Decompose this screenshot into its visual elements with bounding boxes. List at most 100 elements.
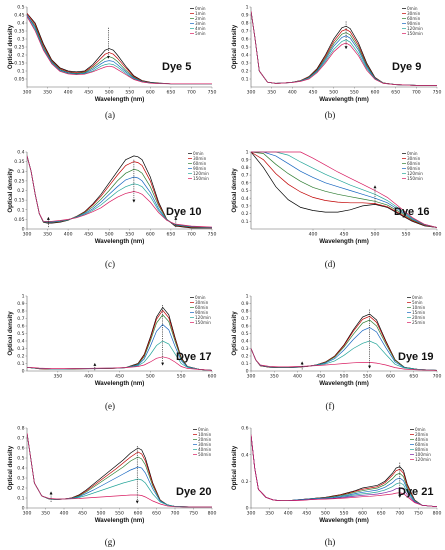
y-tick-label: 0.4 [241, 452, 248, 458]
y-tick-label: 0.6 [241, 180, 248, 186]
legend-entry: 90min [407, 21, 421, 26]
legend-entry: 30min [198, 442, 212, 447]
x-tick-label: 650 [377, 511, 386, 517]
x-axis-label: Wavelength (nm) [319, 517, 369, 524]
y-tick-label: 0.8 [241, 21, 248, 27]
y-tick-label: 1 [246, 294, 249, 300]
legend-entry: 90min [193, 166, 207, 171]
legend-entry: 5min [195, 31, 206, 36]
series-line-120min [251, 434, 437, 508]
y-tick-label: 0.3 [241, 61, 248, 67]
y-tick-label: 0.9 [241, 157, 248, 163]
x-tick-label: 500 [329, 90, 338, 96]
y-tick-label: 0.1 [17, 361, 24, 367]
y-tick-label: 0.7 [17, 316, 24, 322]
x-axis-label: Wavelength (nm) [319, 380, 369, 387]
y-tick-label: 0.2 [241, 479, 248, 485]
legend-entry: 100min [415, 452, 431, 457]
legend-entry: 60min [195, 305, 209, 310]
y-tick-label: 0.3 [241, 346, 248, 352]
y-tick-label: 0.6 [241, 426, 248, 432]
legend-entry: 20min [412, 315, 426, 320]
legend-entry: 120min [415, 457, 431, 462]
x-tick-label: 550 [340, 511, 349, 517]
dye-label: Dye 20 [176, 486, 211, 498]
legend-entry: 1min [195, 11, 206, 16]
y-tick-label: 0.4 [17, 21, 24, 27]
x-tick-label: 450 [84, 90, 93, 96]
legend-entry: 20min [198, 437, 212, 442]
y-tick-label: 0.1 [241, 219, 248, 225]
y-tick-label: 0.4 [17, 466, 24, 472]
y-tick-label: 0.2 [17, 486, 24, 492]
x-tick-label: 500 [105, 232, 114, 238]
x-tick-label: 400 [288, 90, 297, 96]
dye-label: Dye 19 [398, 351, 433, 363]
x-tick-label: 550 [125, 90, 134, 96]
legend-entry: 2min [195, 16, 206, 21]
y-tick-label: 0.5 [241, 45, 248, 51]
x-tick-label: 600 [134, 511, 143, 517]
legend-entry: 30min [195, 300, 209, 305]
x-tick-label: 300 [247, 511, 256, 517]
y-tick-label: 0.35 [14, 159, 24, 165]
legend-entry: 150min [407, 176, 423, 181]
x-axis-label: Wavelength (nm) [95, 96, 145, 103]
y-tick-label: 0.6 [17, 324, 24, 330]
x-tick-label: 750 [433, 90, 442, 96]
x-tick-label: 500 [105, 90, 114, 96]
y-tick-label: 0.4 [241, 339, 248, 345]
x-tick-label: 400 [84, 374, 93, 380]
series-line-150min [251, 151, 437, 228]
x-tick-label: 600 [371, 90, 380, 96]
series-line-1min [27, 13, 212, 85]
legend-entry: 120min [195, 315, 211, 320]
legend-entry: 0min [412, 295, 423, 300]
dye-label: Dye 17 [176, 351, 211, 363]
x-axis-label: Wavelength (nm) [319, 238, 369, 245]
series-line-15min [251, 327, 437, 371]
dye-label: Dye 9 [392, 61, 421, 73]
x-tick-label: 650 [391, 90, 400, 96]
y-tick-label: 0.2 [241, 211, 248, 217]
series-line-90min [251, 151, 437, 228]
legend-entry: 30min [193, 156, 207, 161]
dye-label: Dye 16 [394, 206, 429, 218]
x-tick-label: 300 [23, 511, 32, 517]
y-tick-label: 0.7 [241, 29, 248, 35]
x-tick-label: 450 [309, 90, 318, 96]
y-tick-label: 0.3 [17, 346, 24, 352]
y-axis-label: Optical density [7, 445, 14, 490]
series-line-0min [27, 13, 212, 85]
legend-entry: 3min [195, 21, 206, 26]
y-tick-label: 0.4 [17, 339, 24, 345]
legend-entry: 30min [407, 156, 421, 161]
legend-entry: 120min [407, 171, 423, 176]
panel-caption: (a) [105, 110, 115, 120]
x-axis-label: Wavelength (nm) [95, 238, 145, 245]
y-tick-label: 0.25 [14, 45, 24, 51]
x-tick-label: 550 [402, 232, 411, 238]
x-tick-label: 600 [386, 374, 395, 380]
x-tick-label: 750 [414, 511, 423, 517]
dye-label: Dye 10 [166, 206, 201, 218]
x-tick-label: 350 [267, 90, 276, 96]
panel-caption: (c) [105, 259, 115, 269]
series-line-150min [27, 155, 212, 228]
x-tick-label: 350 [265, 511, 274, 517]
x-tick-label: 350 [43, 232, 52, 238]
y-tick-label: 0.15 [14, 61, 24, 67]
legend-entry: 90min [407, 166, 421, 171]
y-tick-label: 0.35 [14, 29, 24, 35]
y-tick-label: 0.3 [241, 204, 248, 210]
legend-entry: 0min [415, 427, 426, 432]
series-line-150min [251, 10, 437, 86]
x-tick-label: 750 [208, 90, 217, 96]
y-tick-label: 0.1 [17, 69, 24, 75]
x-tick-label: 500 [340, 374, 349, 380]
x-tick-label: 600 [433, 232, 442, 238]
panel-caption: (h) [325, 537, 336, 547]
x-tick-label: 400 [64, 90, 73, 96]
y-axis-label: Optical density [231, 311, 238, 356]
